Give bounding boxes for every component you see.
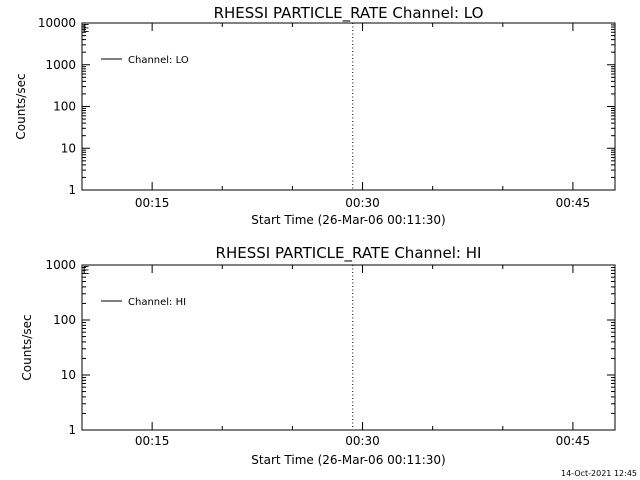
legend-label: Channel: LO xyxy=(128,55,189,66)
y-tick-label: 10 xyxy=(61,368,76,382)
y-tick-label: 10 xyxy=(61,141,76,155)
y-axis-label: Counts/sec xyxy=(20,314,34,380)
y-tick-label: 1 xyxy=(68,183,76,197)
y-tick-label: 100 xyxy=(53,100,76,114)
annotation-E: E xyxy=(83,264,90,277)
y-axis-label: Counts/sec xyxy=(14,73,28,139)
y-tick-label: 1000 xyxy=(45,258,76,272)
y-tick-label: 100 xyxy=(53,313,76,327)
chart-panel-2: RHESSI PARTICLE_RATE Channel: HI 00:15 00:… xyxy=(20,244,616,467)
annotation-E: E xyxy=(83,22,90,35)
x-tick-label: 00:45 xyxy=(556,196,591,210)
plot-frame xyxy=(81,22,616,191)
x-tick-label: 00:30 xyxy=(345,434,380,448)
x-tick-label: 00:15 xyxy=(135,196,170,210)
y-tick-label: 1 xyxy=(68,423,76,437)
legend-label: Channel: HI xyxy=(128,297,186,308)
x-tick-label: 00:30 xyxy=(345,196,380,210)
chart-title: RHESSI PARTICLE_RATE Channel: LO xyxy=(214,4,484,23)
chart-title: RHESSI PARTICLE_RATE Channel: HI xyxy=(216,244,482,263)
x-axis-label: Start Time (26-Mar-06 00:11:30) xyxy=(251,453,445,467)
y-tick-label: 10000 xyxy=(38,16,76,30)
x-tick-label: 00:15 xyxy=(135,434,170,448)
y-tick-label: 1000 xyxy=(45,58,76,72)
chart-panel-1: RHESSI PARTICLE_RATE Channel: LO 00:15 00:… xyxy=(14,4,616,227)
x-tick-label: 00:45 xyxy=(556,434,591,448)
plot-frame xyxy=(81,264,616,431)
x-axis-label: Start Time (26-Mar-06 00:11:30) xyxy=(251,213,445,227)
footer-timestamp: 14-Oct-2021 12:45 xyxy=(561,469,637,478)
